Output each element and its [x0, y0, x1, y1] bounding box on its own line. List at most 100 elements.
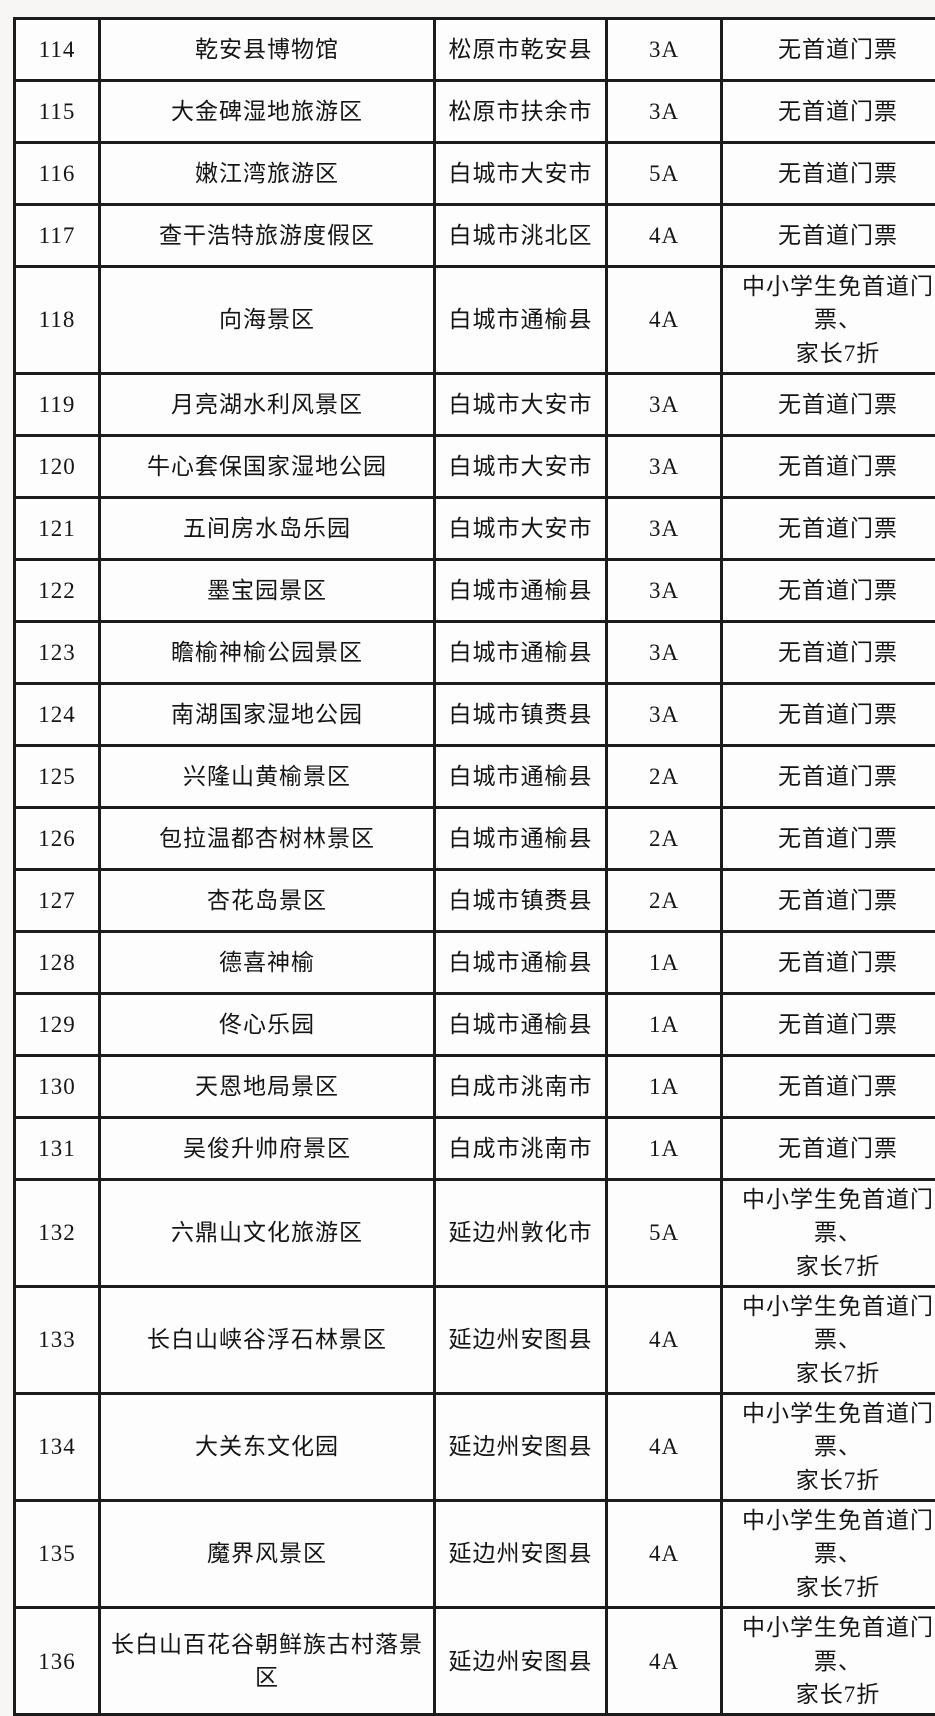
cell-rating-level: 4A	[607, 1501, 722, 1608]
cell-rating-level: 3A	[607, 560, 722, 622]
cell-location: 白城市通榆县	[435, 560, 607, 622]
cell-index-number: 129	[15, 994, 100, 1056]
cell-index-number: 120	[15, 436, 100, 498]
cell-ticket-policy: 无首道门票	[722, 560, 935, 622]
cell-attraction-name: 查干浩特旅游度假区	[100, 205, 435, 267]
cell-ticket-policy: 无首道门票	[722, 81, 935, 143]
cell-attraction-name: 牛心套保国家湿地公园	[100, 436, 435, 498]
cell-rating-level: 2A	[607, 808, 722, 870]
cell-attraction-name: 魔界风景区	[100, 1501, 435, 1608]
cell-index-number: 133	[15, 1287, 100, 1394]
cell-location: 白城市通榆县	[435, 746, 607, 808]
cell-index-number: 135	[15, 1501, 100, 1608]
cell-rating-level: 2A	[607, 746, 722, 808]
cell-location: 延边州敦化市	[435, 1180, 607, 1287]
cell-ticket-policy: 无首道门票	[722, 1056, 935, 1118]
cell-attraction-name: 五间房水岛乐园	[100, 498, 435, 560]
cell-location: 白城市通榆县	[435, 932, 607, 994]
cell-attraction-name: 墨宝园景区	[100, 560, 435, 622]
cell-ticket-policy: 无首道门票	[722, 932, 935, 994]
cell-ticket-policy: 无首道门票	[722, 994, 935, 1056]
cell-attraction-name: 六鼎山文化旅游区	[100, 1180, 435, 1287]
cell-ticket-policy: 无首道门票	[722, 1118, 935, 1180]
cell-location: 白成市洮南市	[435, 1056, 607, 1118]
cell-ticket-policy: 无首道门票	[722, 746, 935, 808]
cell-location: 延边州安图县	[435, 1501, 607, 1608]
cell-ticket-policy: 中小学生免首道门票、 家长7折	[722, 1180, 935, 1287]
cell-location: 延边州安图县	[435, 1608, 607, 1715]
cell-rating-level: 5A	[607, 1180, 722, 1287]
cell-ticket-policy: 中小学生免首道门票、 家长7折	[722, 1287, 935, 1394]
cell-index-number: 127	[15, 870, 100, 932]
cell-location: 白城市通榆县	[435, 994, 607, 1056]
cell-ticket-policy: 无首道门票	[722, 808, 935, 870]
cell-location: 延边州安图县	[435, 1287, 607, 1394]
cell-rating-level: 4A	[607, 205, 722, 267]
cell-index-number: 116	[15, 143, 100, 205]
cell-location: 白城市大安市	[435, 374, 607, 436]
cell-ticket-policy: 无首道门票	[722, 870, 935, 932]
cell-rating-level: 2A	[607, 870, 722, 932]
cell-index-number: 114	[15, 19, 100, 81]
cell-index-number: 121	[15, 498, 100, 560]
cell-location: 白城市大安市	[435, 143, 607, 205]
cell-attraction-name: 月亮湖水利风景区	[100, 374, 435, 436]
cell-index-number: 118	[15, 267, 100, 374]
cell-index-number: 136	[15, 1608, 100, 1715]
cell-attraction-name: 向海景区	[100, 267, 435, 374]
cell-location: 白城市通榆县	[435, 267, 607, 374]
cell-rating-level: 4A	[607, 1287, 722, 1394]
cell-index-number: 132	[15, 1180, 100, 1287]
cell-index-number: 122	[15, 560, 100, 622]
cell-ticket-policy: 无首道门票	[722, 436, 935, 498]
cell-attraction-name: 德喜神榆	[100, 932, 435, 994]
cell-attraction-name: 长白山峡谷浮石林景区	[100, 1287, 435, 1394]
cell-attraction-name: 佟心乐园	[100, 994, 435, 1056]
cell-rating-level: 3A	[607, 19, 722, 81]
cell-attraction-name: 南湖国家湿地公园	[100, 684, 435, 746]
cell-location: 白城市通榆县	[435, 808, 607, 870]
cell-location: 白城市大安市	[435, 436, 607, 498]
cell-rating-level: 1A	[607, 1056, 722, 1118]
cell-ticket-policy: 中小学生免首道门票、 家长7折	[722, 1608, 935, 1715]
cell-ticket-policy: 中小学生免首道门票、 家长7折	[722, 267, 935, 374]
cell-rating-level: 4A	[607, 1394, 722, 1501]
cell-rating-level: 3A	[607, 374, 722, 436]
cell-rating-level: 3A	[607, 436, 722, 498]
cell-index-number: 126	[15, 808, 100, 870]
cell-location: 松原市扶余市	[435, 81, 607, 143]
cell-location: 白城市镇赉县	[435, 684, 607, 746]
cell-attraction-name: 兴隆山黄榆景区	[100, 746, 435, 808]
cell-index-number: 128	[15, 932, 100, 994]
cell-ticket-policy: 无首道门票	[722, 374, 935, 436]
cell-rating-level: 3A	[607, 622, 722, 684]
cell-index-number: 117	[15, 205, 100, 267]
cell-ticket-policy: 中小学生免首道门票、 家长7折	[722, 1501, 935, 1608]
cell-ticket-policy: 无首道门票	[722, 205, 935, 267]
cell-attraction-name: 瞻榆神榆公园景区	[100, 622, 435, 684]
cell-index-number: 119	[15, 374, 100, 436]
cell-ticket-policy: 无首道门票	[722, 19, 935, 81]
cell-location: 白城市镇赉县	[435, 870, 607, 932]
cell-location: 白成市洮南市	[435, 1118, 607, 1180]
cell-attraction-name: 吴俊升帅府景区	[100, 1118, 435, 1180]
